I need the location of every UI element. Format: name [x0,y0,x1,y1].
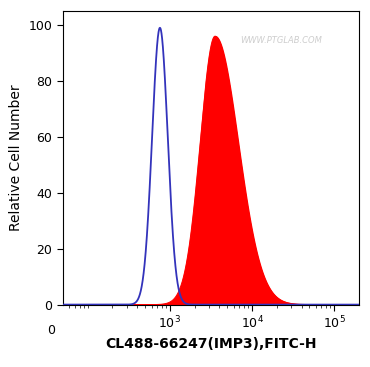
X-axis label: CL488-66247(IMP3),FITC-H: CL488-66247(IMP3),FITC-H [105,337,317,351]
Text: 0: 0 [47,324,55,337]
Text: WWW.PTGLAB.COM: WWW.PTGLAB.COM [240,36,322,45]
Y-axis label: Relative Cell Number: Relative Cell Number [9,84,23,231]
